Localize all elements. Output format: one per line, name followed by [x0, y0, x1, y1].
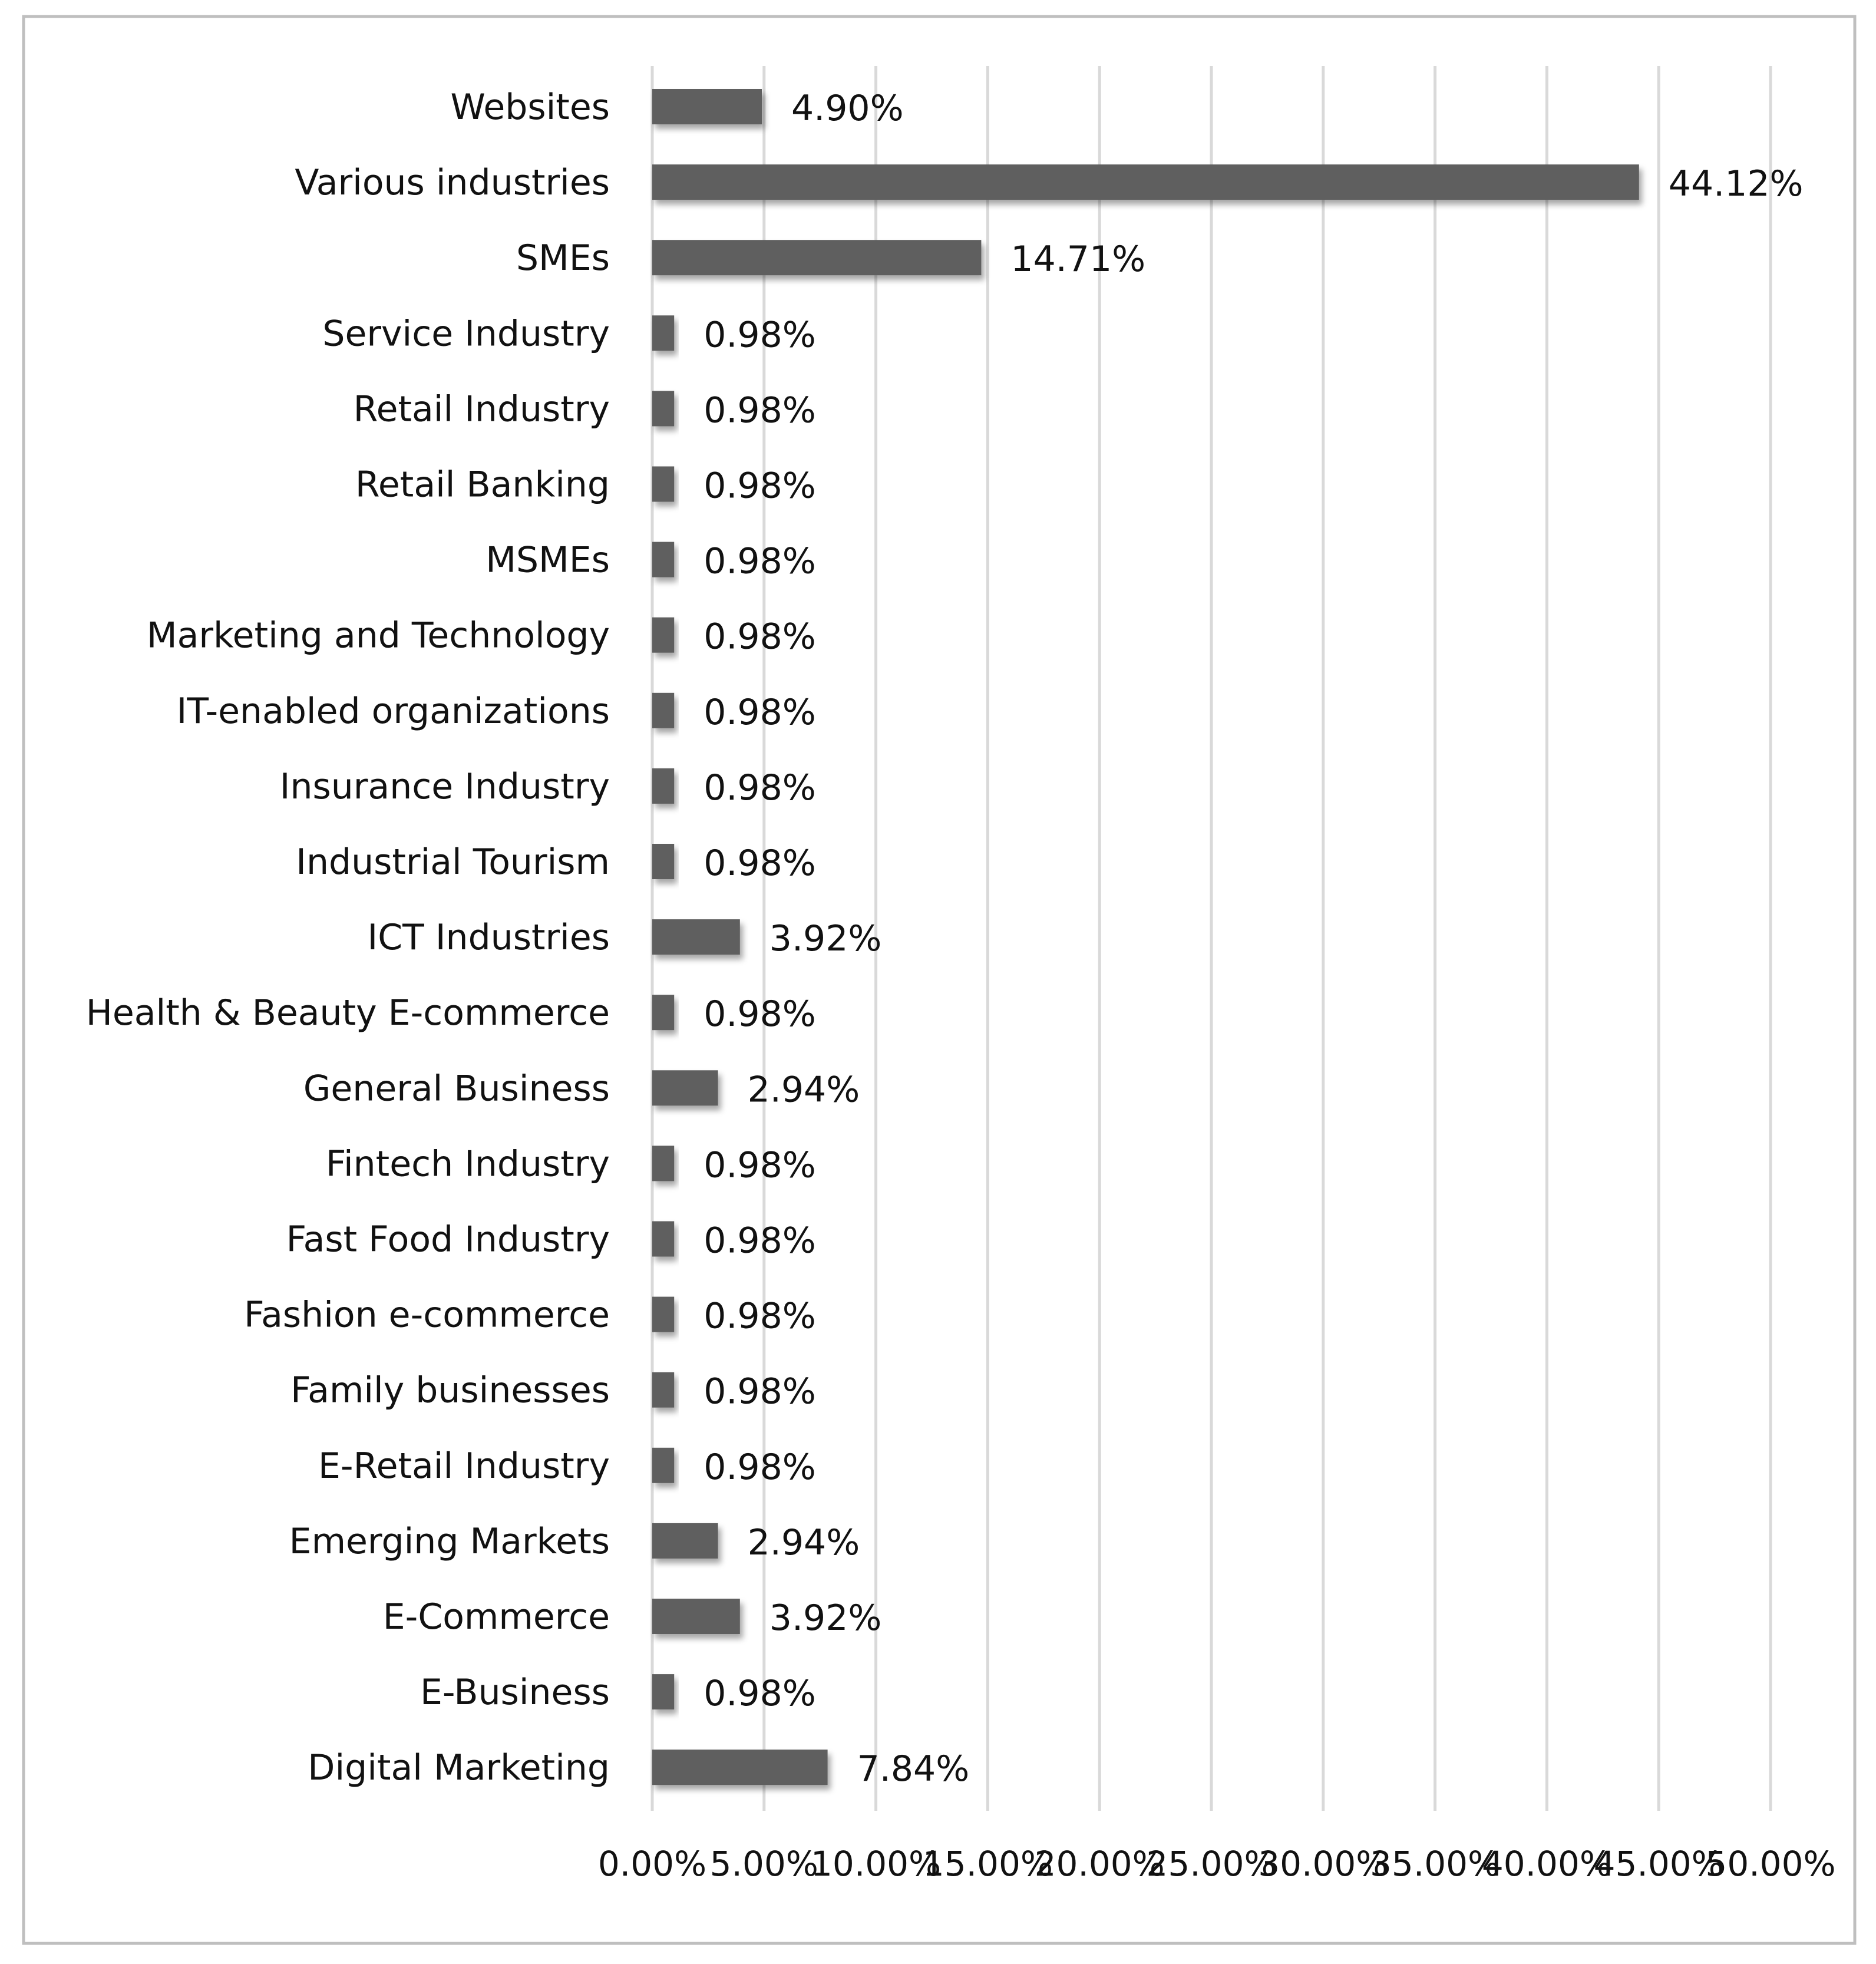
x-tick-label: 20.00%	[1035, 1844, 1165, 1884]
x-tick-label: 35.00%	[1370, 1844, 1500, 1884]
category-label: Industrial Tourism	[296, 841, 610, 883]
category-label: E-Commerce	[383, 1596, 610, 1638]
category-label: Websites	[451, 87, 610, 128]
category-label: Fast Food Industry	[286, 1219, 610, 1260]
bar	[652, 1070, 718, 1106]
data-label: 0.98%	[704, 993, 816, 1035]
data-label: 14.71%	[1010, 239, 1145, 280]
value-labels: 4.90% 44.12% 14.71% 0.98% 0.98% 0.98% 0.98% 0.9…	[704, 88, 1803, 1790]
data-label: 3.92%	[769, 918, 882, 959]
data-label: 44.12%	[1669, 163, 1804, 204]
bar	[652, 542, 675, 577]
category-label: Digital Marketing	[308, 1747, 610, 1788]
category-label: Fashion e-commerce	[244, 1295, 610, 1336]
bars	[652, 89, 1639, 1785]
x-tick-label: 0.00%	[598, 1844, 706, 1884]
category-label: IT-enabled organizations	[177, 691, 610, 732]
category-label: Fintech Industry	[326, 1143, 610, 1184]
bar	[652, 1523, 718, 1559]
category-label: E-Business	[420, 1672, 610, 1713]
x-tick-label: 40.00%	[1482, 1844, 1612, 1884]
category-label: Service Industry	[322, 313, 610, 354]
bar	[652, 1372, 675, 1408]
category-label: Health & Beauty E-commerce	[86, 992, 610, 1034]
bar	[652, 1674, 675, 1710]
data-label: 0.98%	[704, 1673, 816, 1714]
data-label: 0.98%	[704, 314, 816, 355]
x-tick-label: 25.00%	[1146, 1844, 1276, 1884]
category-label: Family businesses	[290, 1370, 610, 1411]
data-label: 0.98%	[704, 390, 816, 431]
bar	[652, 844, 675, 879]
data-label: 0.98%	[704, 692, 816, 733]
bar	[652, 617, 675, 653]
data-label: 7.84%	[857, 1748, 970, 1790]
bar	[652, 466, 675, 502]
x-tick-label: 15.00%	[923, 1844, 1053, 1884]
x-tick-label: 30.00%	[1258, 1844, 1388, 1884]
category-labels: Websites Various industries SMEs Service In…	[86, 87, 610, 1788]
data-label: 0.98%	[704, 466, 816, 507]
bar	[652, 89, 762, 124]
data-label: 4.90%	[791, 88, 904, 129]
category-label: MSMEs	[485, 540, 610, 581]
bar	[652, 995, 675, 1031]
data-label: 0.98%	[704, 1371, 816, 1412]
bar	[652, 1221, 675, 1257]
category-label: Various industries	[295, 162, 610, 203]
bar	[652, 1146, 675, 1181]
category-label: General Business	[303, 1068, 610, 1109]
data-label: 0.98%	[704, 1296, 816, 1337]
bar	[652, 240, 982, 276]
bar	[652, 919, 740, 955]
bar	[652, 1599, 740, 1634]
bar	[652, 1750, 828, 1785]
bar	[652, 391, 675, 427]
data-label: 2.94%	[748, 1522, 860, 1563]
data-label: 0.98%	[704, 767, 816, 808]
bar	[652, 1447, 675, 1483]
bar	[652, 692, 675, 728]
gridlines	[650, 66, 1772, 1811]
chart-border	[22, 15, 1857, 1945]
category-label: Insurance Industry	[280, 766, 610, 807]
x-axis-tick-labels: 0.00% 5.00%10.00%15.00%20.00%25.00%30.00%…	[598, 1844, 1836, 1884]
bar	[652, 315, 675, 351]
data-label: 0.98%	[704, 541, 816, 582]
x-tick-label: 10.00%	[811, 1844, 941, 1884]
category-label: Retail Banking	[355, 464, 610, 506]
bar	[652, 1296, 675, 1332]
data-label: 0.98%	[704, 1447, 816, 1488]
bar	[652, 164, 1639, 200]
data-label: 0.98%	[704, 1220, 816, 1262]
x-tick-label: 5.00%	[710, 1844, 818, 1884]
x-tick-label: 50.00%	[1705, 1844, 1835, 1884]
category-label: E-Retail Industry	[318, 1445, 610, 1487]
data-label: 3.92%	[769, 1597, 882, 1639]
category-label: ICT Industries	[368, 917, 610, 958]
category-label: Emerging Markets	[289, 1521, 610, 1562]
data-label: 0.98%	[704, 616, 816, 658]
category-label: Retail Industry	[354, 388, 610, 430]
data-label: 0.98%	[704, 843, 816, 884]
data-label: 2.94%	[748, 1069, 860, 1110]
category-label: Marketing and Technology	[147, 615, 610, 656]
category-label: SMEs	[516, 237, 610, 279]
data-label: 0.98%	[704, 1144, 816, 1186]
x-tick-label: 45.00%	[1594, 1844, 1724, 1884]
bar	[652, 768, 675, 804]
